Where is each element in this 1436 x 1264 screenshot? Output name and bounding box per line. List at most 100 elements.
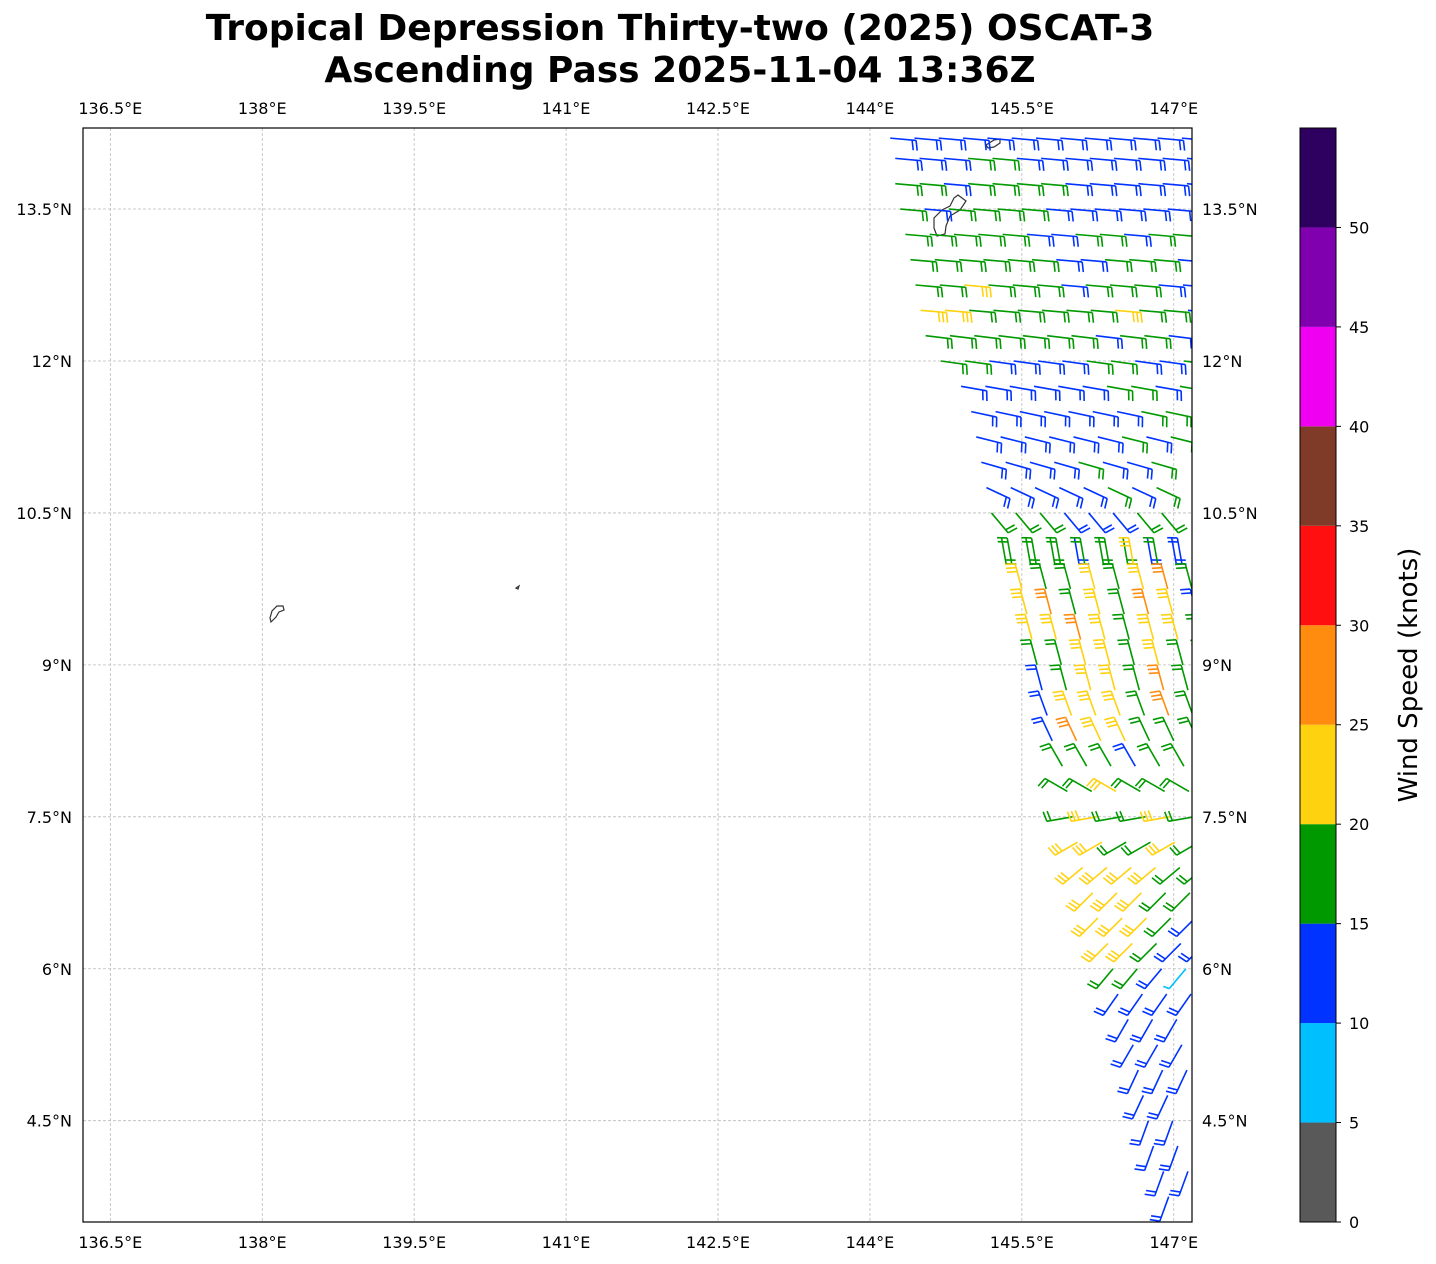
- barb-staff: [1029, 639, 1038, 666]
- wind-barb: [964, 284, 992, 298]
- barb-feather: [1096, 236, 1100, 247]
- wind-barb: [1069, 536, 1086, 564]
- wind-barb: [1093, 638, 1111, 666]
- barb-staff: [1078, 917, 1099, 938]
- y-tick-label-left: 12°N: [32, 352, 72, 371]
- barb-feather: [1120, 1007, 1131, 1013]
- wind-barb: [919, 182, 948, 197]
- barb-staff: [992, 157, 1019, 162]
- barb-feather: [1169, 846, 1178, 856]
- barb-feather: [1157, 596, 1169, 599]
- wind-barb: [1028, 690, 1048, 716]
- wind-barb: [1088, 742, 1112, 767]
- barb-feather: [1134, 777, 1143, 787]
- barb-feather: [1209, 186, 1210, 196]
- wind-barb: [1070, 917, 1099, 938]
- barb-staff: [1038, 563, 1047, 590]
- barb-staff: [993, 309, 1020, 314]
- barb-feather: [1126, 261, 1129, 272]
- wind-barb: [943, 182, 972, 197]
- barb-feather: [1063, 742, 1074, 748]
- wind-barb: [997, 208, 1026, 222]
- barb-staff: [914, 137, 941, 142]
- colorbar-segment: [1300, 1023, 1336, 1123]
- barb-feather: [1185, 613, 1192, 616]
- barb-staff: [1048, 614, 1058, 640]
- wind-barb: [1107, 588, 1125, 615]
- wind-barb: [1106, 385, 1134, 402]
- barb-feather: [1096, 338, 1099, 350]
- barb-staff: [895, 182, 922, 187]
- barb-staff: [1195, 614, 1202, 639]
- barb-feather: [1149, 690, 1160, 694]
- wind-barb: [1042, 810, 1073, 823]
- barb-feather: [1055, 697, 1066, 701]
- barb-feather: [1136, 613, 1147, 616]
- barb-staff: [1011, 137, 1038, 142]
- barb-staff: [1071, 816, 1097, 823]
- barb-feather: [1072, 846, 1080, 856]
- barb-feather: [1072, 338, 1075, 350]
- wind-barb: [929, 233, 958, 247]
- barb-feather: [1102, 877, 1112, 885]
- barb-feather: [1213, 186, 1214, 196]
- barb-feather: [1091, 312, 1095, 323]
- barb-feather: [1137, 617, 1148, 620]
- barb-feather: [1111, 983, 1121, 990]
- barb-staff: [1066, 309, 1093, 314]
- colorbar-segment: [1300, 824, 1336, 924]
- barb-feather: [1130, 261, 1133, 273]
- wind-barb: [1083, 486, 1108, 509]
- wind-barb: [1134, 284, 1163, 298]
- wind-barb: [1031, 258, 1060, 273]
- barb-feather: [1086, 949, 1096, 957]
- barb-staff: [1065, 157, 1092, 162]
- barb-feather: [1017, 185, 1021, 197]
- wind-barb: [1158, 1044, 1183, 1069]
- barb-staff: [1162, 157, 1189, 162]
- y-tick-label-left: 4.5°N: [27, 1112, 72, 1131]
- wind-barb: [968, 157, 996, 171]
- wind-barb: [1160, 613, 1179, 640]
- wind-barb: [973, 208, 1002, 222]
- barb-feather: [1144, 846, 1153, 856]
- barb-feather: [965, 364, 968, 375]
- barb-staff: [944, 309, 971, 314]
- wind-barb: [1063, 613, 1082, 640]
- barb-feather: [1104, 955, 1115, 963]
- barb-feather: [1056, 527, 1067, 534]
- barb-staff: [1155, 385, 1182, 392]
- wind-barb: [1035, 137, 1064, 151]
- barb-staff: [1151, 461, 1177, 471]
- wind-barb: [925, 334, 954, 350]
- barb-feather: [1151, 566, 1163, 570]
- wind-barb: [1090, 309, 1119, 323]
- wind-barb: [1115, 810, 1146, 823]
- barb-feather: [1041, 160, 1045, 171]
- barb-staff: [1083, 486, 1108, 500]
- barb-feather: [1012, 140, 1016, 151]
- barb-staff: [988, 284, 1015, 289]
- barb-feather: [1158, 1168, 1170, 1172]
- barb-staff: [1152, 537, 1159, 564]
- barb-feather: [1105, 139, 1109, 151]
- barb-staff: [1042, 309, 1069, 314]
- barb-feather: [986, 363, 989, 375]
- colorbar-segment: [1300, 625, 1336, 725]
- barb-feather: [1097, 927, 1108, 935]
- barb-staff: [1111, 563, 1120, 590]
- wind-barb: [1031, 716, 1053, 742]
- barb-feather: [1111, 364, 1114, 375]
- wind-barb: [998, 334, 1026, 350]
- wind-barb: [943, 157, 972, 171]
- barb-feather: [1004, 562, 1016, 566]
- barb-feather: [1018, 312, 1022, 323]
- wind-barb: [1117, 638, 1136, 666]
- barb-staff: [890, 137, 917, 142]
- barb-feather: [1068, 638, 1079, 642]
- wind-barb: [1175, 562, 1192, 590]
- barb-feather: [1083, 363, 1086, 375]
- wind-barb: [1013, 360, 1041, 375]
- wind-barb: [1141, 410, 1168, 428]
- barb-feather: [1170, 664, 1182, 667]
